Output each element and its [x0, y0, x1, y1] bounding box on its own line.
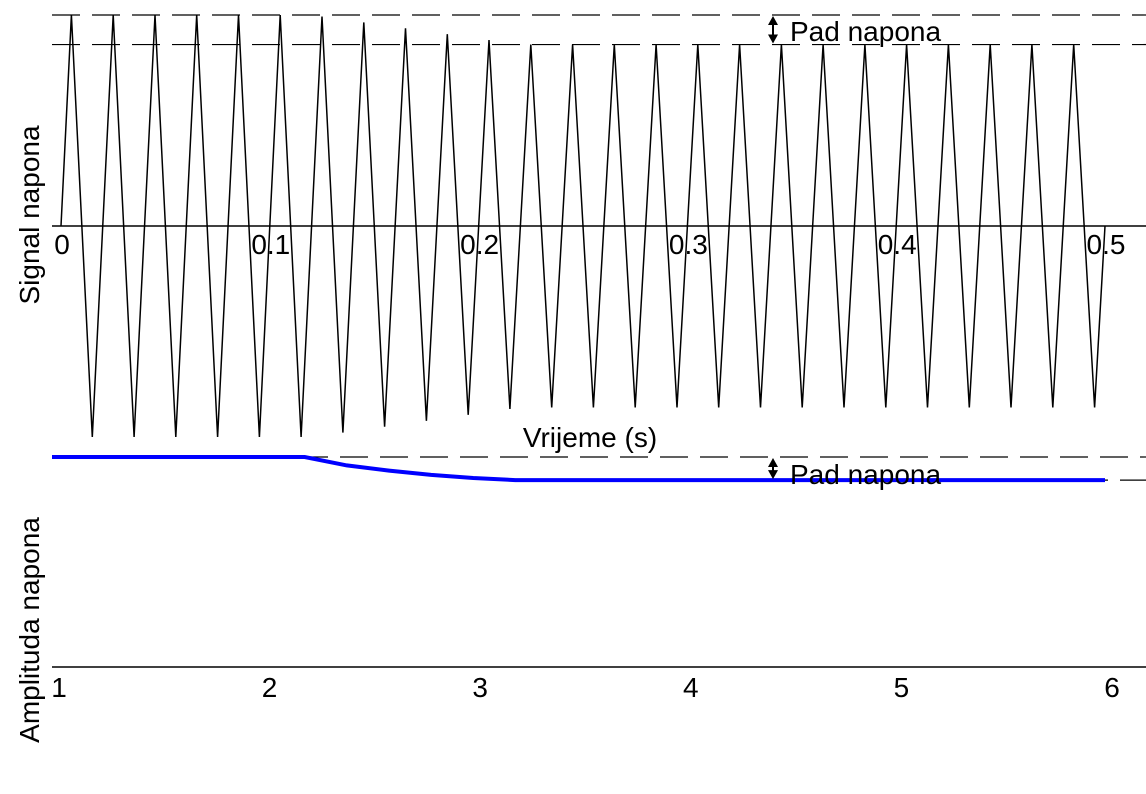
bottom-x-tick-label: 5: [894, 672, 910, 703]
bottom-x-tick-label: 6: [1104, 672, 1120, 703]
bottom-y-axis-title: Amplituda napona: [14, 517, 45, 743]
bottom-voltage-drop-label: Pad napona: [790, 459, 941, 490]
bottom-x-tick-label: 3: [472, 672, 488, 703]
bottom-x-tick-label: 4: [683, 672, 699, 703]
top-x-axis-title: Vrijeme (s): [523, 422, 657, 453]
voltage-amplitude-panel: 1 2 3 4 5 6 Pad napona Amplituda napona: [14, 455, 1146, 743]
bottom-x-tick-label: 1: [51, 672, 67, 703]
bottom-x-tick-label: 2: [262, 672, 278, 703]
top-x-tick-label: 0.5: [1087, 229, 1126, 260]
top-x-tick-label: 0.4: [878, 229, 917, 260]
top-x-tick-label: 0.1: [251, 229, 290, 260]
top-x-tick-labels: 0 0.1 0.2 0.3 0.4 0.5: [54, 229, 1125, 260]
voltage-amplitude-series: [52, 455, 1105, 483]
bottom-x-tick-labels: 1 2 3 4 5 6: [51, 672, 1120, 703]
top-y-axis-title: Signal napona: [14, 125, 45, 304]
top-x-tick-label: 0.2: [460, 229, 499, 260]
top-x-tick-label: 0: [54, 229, 70, 260]
top-voltage-drop-label: Pad napona: [790, 16, 941, 47]
voltage-signal-series: [60, 14, 1106, 438]
voltage-signal-panel: 0 0.1 0.2 0.3 0.4 0.5 Pad napona Signal napon…: [14, 14, 1146, 453]
top-x-tick-label: 0.3: [669, 229, 708, 260]
top-voltage-drop-arrow: [768, 16, 778, 44]
bottom-voltage-drop-arrow: [768, 458, 778, 480]
